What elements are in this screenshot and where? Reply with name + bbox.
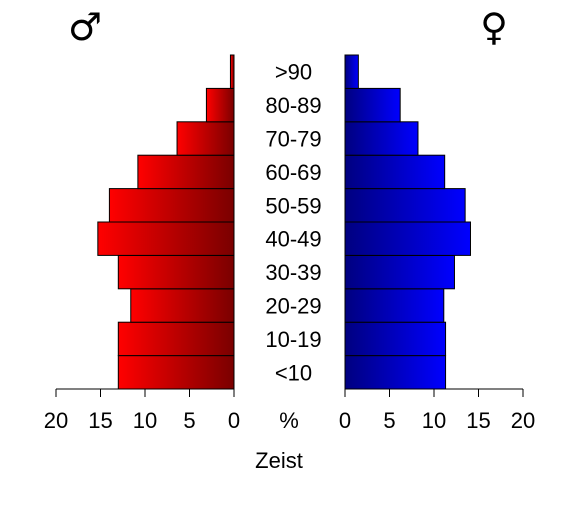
female-bar-7 [344,121,419,156]
female-tick-label-4: 20 [511,408,535,433]
age-group-label-5: 50-59 [265,193,321,218]
female-bar-9 [344,54,359,89]
female-bar-3 [344,254,455,290]
female-bar-2 [344,288,445,323]
age-group-label-9: >90 [275,60,312,85]
x-axis-label: Zeist [255,448,303,473]
age-group-label-7: 70-79 [265,127,321,152]
female-bar-5 [344,188,466,223]
male-bar-7 [176,121,235,156]
male-bar-2 [130,288,235,323]
male-bar-6 [137,154,235,190]
age-group-label-3: 30-39 [265,260,321,285]
male-symbol: ♂ [68,5,102,49]
female-symbol: ♀ [480,5,508,49]
percent-unit-label: % [279,408,299,433]
female-tick-label-1: 5 [383,408,395,433]
male-tick-label-0: 20 [44,408,68,433]
female-axis: 0 5 10 15 20 [339,388,535,433]
female-tick-label-3: 15 [466,408,490,433]
female-bar-0 [344,355,447,390]
male-tick-label-1: 15 [88,408,112,433]
male-bars [97,54,235,390]
male-bar-1 [117,321,235,357]
female-bars [344,54,471,390]
age-group-label-8: 80-89 [265,93,321,118]
age-group-label-1: 10-19 [265,327,321,352]
female-bar-4 [344,221,471,256]
male-bar-4 [97,221,235,256]
age-group-label-6: 60-69 [265,160,321,185]
age-group-label-4: 40-49 [265,227,321,252]
male-bar-3 [117,254,235,290]
age-group-label-0: <10 [275,360,312,385]
age-group-label-2: 20-29 [265,294,321,319]
female-bar-6 [344,154,446,190]
male-bar-0 [117,355,235,390]
male-bar-9 [229,54,235,89]
male-bar-5 [108,188,235,223]
female-tick-label-0: 0 [339,408,351,433]
male-axis: 20 15 10 5 0 [44,388,240,433]
age-group-labels: <10 10-19 20-29 30-39 40-49 50-59 60-69 70-79 80… [265,60,321,386]
male-tick-label-3: 5 [183,408,195,433]
female-bar-1 [344,321,447,357]
female-bar-8 [344,87,401,123]
male-tick-label-2: 10 [133,408,157,433]
male-tick-label-4: 0 [228,408,240,433]
female-tick-label-2: 10 [422,408,446,433]
male-bar-8 [205,87,235,123]
